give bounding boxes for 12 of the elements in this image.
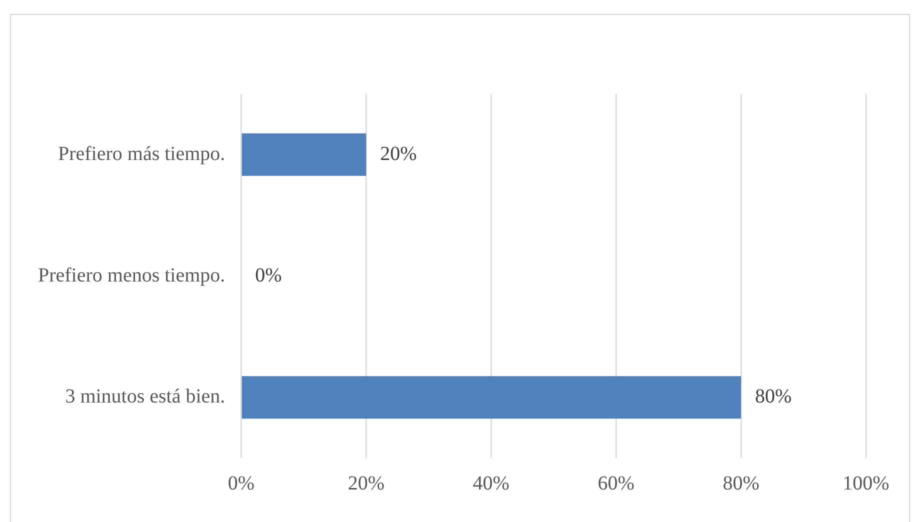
x-tick-label: 80% bbox=[722, 472, 760, 494]
data-label: 0% bbox=[255, 264, 282, 286]
x-tick-label: 60% bbox=[598, 472, 634, 494]
data-label: 80% bbox=[755, 386, 792, 408]
x-tick-label: 100% bbox=[842, 472, 890, 494]
x-tick-label: 0% bbox=[228, 472, 255, 494]
y-tick-label: Prefiero más tiempo. bbox=[58, 142, 226, 165]
y-tick-label: Prefiero menos tiempo. bbox=[38, 264, 226, 286]
x-tick-label: 40% bbox=[472, 472, 510, 494]
y-tick-label: 3 minutos está bien. bbox=[65, 386, 226, 408]
data-label: 20% bbox=[380, 142, 417, 165]
x-tick-label: 20% bbox=[348, 472, 384, 494]
